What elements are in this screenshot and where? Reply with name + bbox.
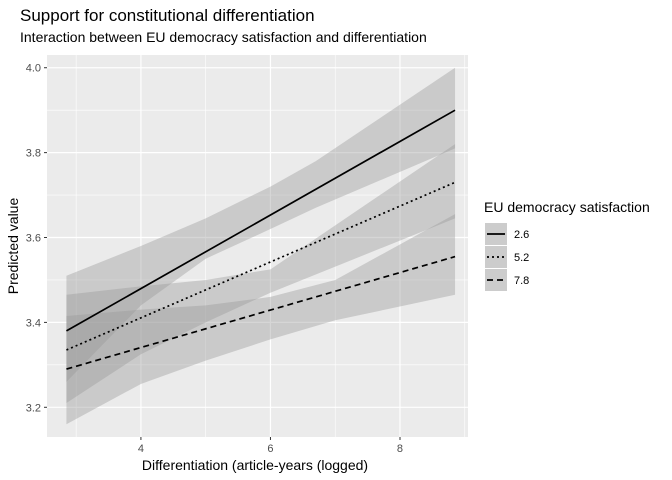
series-line-2.6 (66, 109, 456, 332)
x-tick-label: 4 (138, 443, 144, 455)
legend: 2.6 5.2 7.8 (485, 223, 529, 291)
chart-title: Support for constitutional differentiati… (20, 6, 315, 25)
legend-label-2.6: 2.6 (514, 229, 529, 241)
x-tick-label: 8 (397, 443, 403, 455)
y-tick-label: 3.8 (26, 148, 41, 160)
ribbon-5.2 (66, 144, 456, 404)
y-tick-label: 4.0 (26, 63, 41, 75)
confidence-ribbons (66, 67, 456, 425)
y-tick-label: 3.2 (26, 402, 41, 414)
x-tick-label: 6 (267, 443, 273, 455)
chart-subtitle: Interaction between EU democracy satisfa… (20, 29, 427, 45)
legend-label-7.8: 7.8 (514, 275, 529, 287)
series-line-5.2 (66, 181, 456, 351)
axes: 3.2 3.4 3.6 3.8 4.0 4 6 8 (26, 63, 403, 455)
legend-key-5.2 (485, 246, 507, 268)
x-axis-title: Differentiation (article-years (logged) (142, 457, 368, 473)
legend-key-7.8 (485, 269, 507, 291)
series-line-7.8 (66, 255, 456, 370)
y-tick-label: 3.6 (26, 233, 41, 245)
ribbon-2.6 (66, 67, 456, 382)
legend-title: EU democracy satisfaction (484, 199, 650, 215)
plot-panel (47, 55, 468, 437)
grid (47, 55, 468, 437)
y-axis-title: Predicted value (5, 198, 21, 295)
legend-label-5.2: 5.2 (514, 252, 529, 264)
ribbon-7.8 (66, 214, 456, 425)
y-tick-label: 3.4 (26, 317, 41, 329)
series-lines (66, 109, 456, 370)
